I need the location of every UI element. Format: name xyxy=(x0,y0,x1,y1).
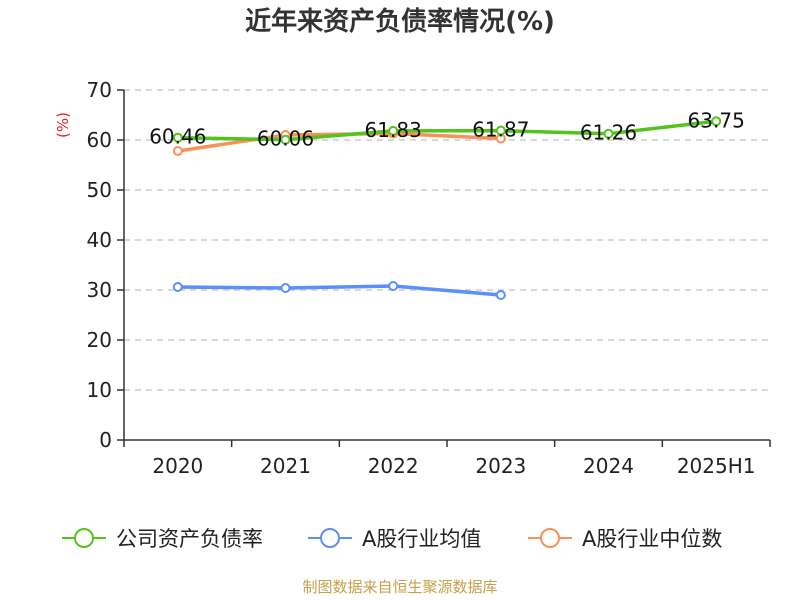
y-tick-label: 40 xyxy=(87,228,112,252)
x-tick-label: 2024 xyxy=(583,454,634,478)
data-point xyxy=(388,281,399,291)
data-point xyxy=(495,125,506,136)
chart-title: 近年来资产负债率情况(%) xyxy=(245,6,555,37)
legend-label: 公司资产负债率 xyxy=(116,527,263,551)
x-tick-label: 2025H1 xyxy=(677,454,756,478)
x-tick-label: 2020 xyxy=(152,454,203,478)
legend-label: A股行业中位数 xyxy=(582,527,722,551)
data-label: 61.83 xyxy=(365,118,422,142)
data-point xyxy=(711,116,722,127)
data-label: 61.87 xyxy=(472,118,529,142)
data-label: 60.06 xyxy=(257,127,314,151)
y-tick-label: 70 xyxy=(87,78,112,102)
legend-swatch-marker xyxy=(74,528,94,548)
data-point xyxy=(603,128,614,139)
x-tick-label: 2023 xyxy=(475,454,526,478)
series xyxy=(172,116,722,300)
x-tick-label: 2021 xyxy=(260,454,311,478)
data-label: 63.75 xyxy=(688,108,745,132)
data-labels: 60.46 60.06 61.83 61.87 61.26 63.75 xyxy=(149,108,745,150)
series-line xyxy=(176,119,718,142)
x-tick-label: 2022 xyxy=(368,454,419,478)
data-label: 60.46 xyxy=(149,125,206,149)
data-label: 61.26 xyxy=(580,121,637,145)
y-tick-label: 50 xyxy=(87,178,112,202)
y-tick-label: 60 xyxy=(87,128,112,152)
data-point xyxy=(495,290,506,300)
y-axis-unit: (%) xyxy=(54,112,72,138)
data-point xyxy=(280,134,291,145)
y-tick-label: 30 xyxy=(87,278,112,302)
data-point xyxy=(172,282,183,292)
y-tick-label: 20 xyxy=(87,328,112,352)
legend-swatch-marker xyxy=(540,528,560,548)
y-tick-label: 0 xyxy=(99,428,112,452)
series-line xyxy=(176,284,503,297)
legend-label: A股行业均值 xyxy=(362,527,481,551)
legend: 公司资产负债率 A股行业均值 A股行业中位数 xyxy=(62,527,722,551)
data-point xyxy=(172,132,183,143)
axes: 0 10 20 30 40 50 60 70 2020 2021 2022 2023 2024 2025H… xyxy=(87,78,771,478)
data-point xyxy=(172,146,183,156)
legend-swatch-marker xyxy=(320,528,340,548)
data-point xyxy=(280,283,291,293)
data-point xyxy=(388,125,399,136)
source-note: 制图数据来自恒生聚源数据库 xyxy=(302,578,497,596)
y-tick-label: 10 xyxy=(87,378,112,402)
